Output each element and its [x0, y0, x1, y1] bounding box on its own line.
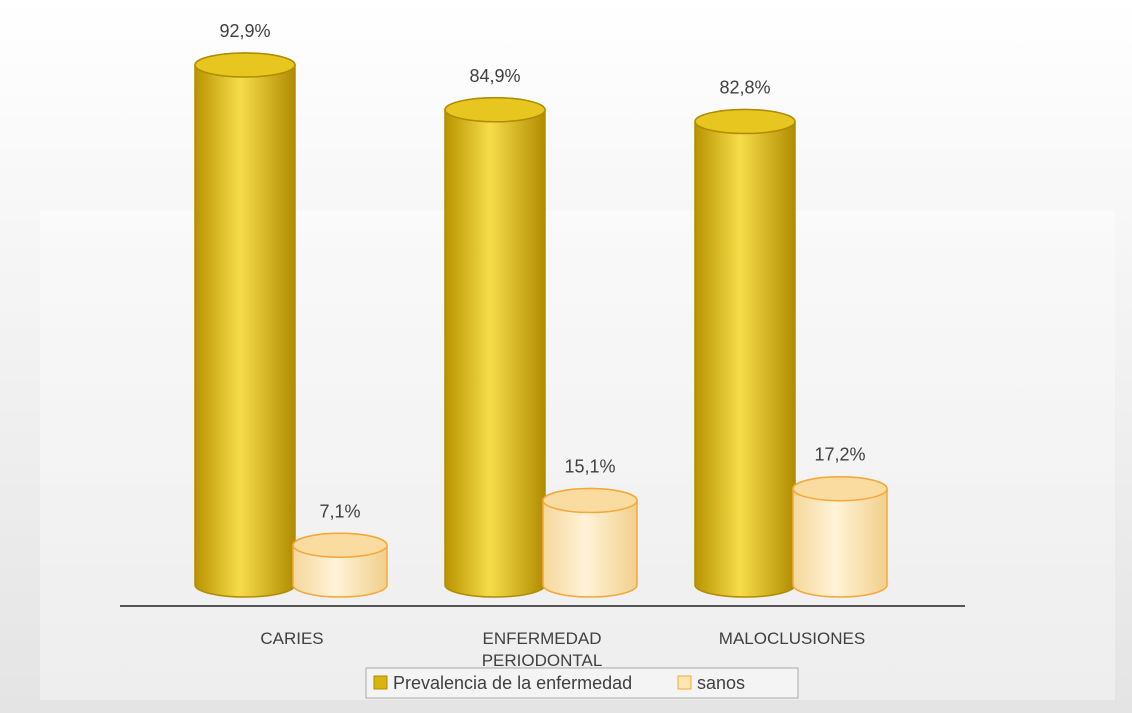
- legend-swatch: [373, 675, 388, 690]
- value-label: 17,2%: [814, 445, 865, 465]
- legend-label: sanos: [697, 673, 745, 693]
- value-label: 84,9%: [469, 66, 520, 86]
- legend-label: Prevalencia de la enfermedad: [393, 673, 632, 693]
- bar-cap: [292, 532, 388, 559]
- bar: [444, 97, 546, 598]
- value-label: 82,8%: [719, 78, 770, 98]
- legend-swatch: [677, 675, 692, 690]
- x-tick-label: MALOCLUSIONES: [718, 629, 866, 648]
- bar: [194, 52, 296, 598]
- x-tick-label: CARIES: [260, 629, 324, 648]
- bar-cap: [792, 475, 888, 502]
- bar-cap: [694, 108, 796, 135]
- bar-cap: [194, 52, 296, 78]
- legend-box: [365, 667, 799, 699]
- value-label: 92,9%: [219, 21, 270, 41]
- bar-cap: [444, 97, 546, 123]
- bar-cap: [542, 487, 638, 514]
- value-label: 7,1%: [319, 501, 360, 521]
- value-label: 15,1%: [564, 456, 615, 476]
- bar: [694, 108, 796, 598]
- x-tick-label: ENFERMEDAD PERIODONTAL: [481, 629, 603, 670]
